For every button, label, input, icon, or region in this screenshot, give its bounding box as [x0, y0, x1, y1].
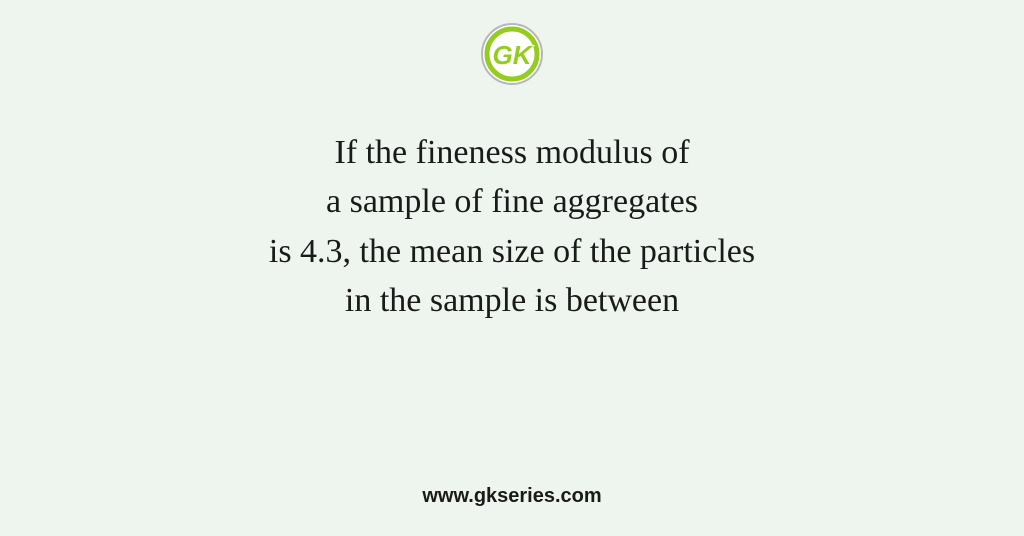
question-line-4: in the sample is between: [345, 282, 679, 319]
footer-url: www.gkseries.com: [0, 485, 1024, 508]
question-text: If the fineness modulus of a sample of f…: [0, 128, 1024, 325]
question-line-3: is 4.3, the mean size of the particles: [269, 233, 755, 270]
gk-logo-icon: GK: [480, 22, 544, 86]
logo: GK: [480, 22, 544, 91]
logo-text: GK: [493, 40, 534, 70]
question-line-1: If the fineness modulus of: [334, 134, 689, 171]
question-line-2: a sample of fine aggregates: [326, 183, 698, 220]
